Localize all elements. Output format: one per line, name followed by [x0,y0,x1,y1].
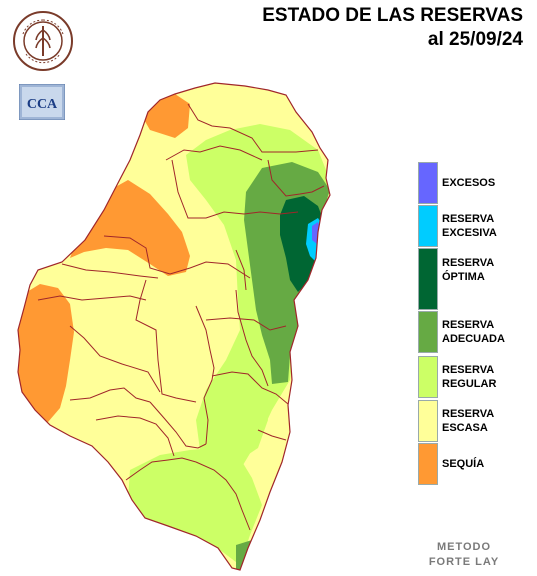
legend-label-reserva-regular: RESERVA REGULAR [442,364,497,390]
legend-swatch-excesos [418,162,438,204]
legend-item-reserva-optima: RESERVA ÓPTIMA [418,248,533,310]
legend-label-sequia: SEQUÍA [442,458,485,470]
department-boundaries [17,82,331,571]
region-reserva-regular-center [214,382,268,460]
legend-label-reserva-adecuada: RESERVA ADECUADA [442,319,505,345]
legend-item-reserva-adecuada: RESERVA ADECUADA [418,311,533,353]
legend-label-reserva-optima: RESERVA ÓPTIMA [442,257,495,283]
bolsa-de-cereales-seal-icon [13,11,73,71]
legend-swatch-reserva-adecuada [418,311,438,353]
legend-item-reserva-excesiva: RESERVA EXCESIVA [418,205,533,247]
cca-logo-text: CCA [27,97,58,112]
map-title: ESTADO DE LAS RESERVAS al 25/09/24 [262,4,523,52]
legend-item-reserva-regular: RESERVA REGULAR [418,356,533,398]
legend-item-sequia: SEQUÍA [418,443,533,485]
legend-item-reserva-escasa: RESERVA ESCASA [418,400,533,442]
legend-swatch-reserva-excesiva [418,205,438,247]
map-title-line1: ESTADO DE LAS RESERVAS [262,5,523,26]
legend-swatch-sequia [418,443,438,485]
map-date: al 25/09/24 [427,29,523,50]
region-reserva-regular-south [128,448,262,565]
legend-swatch-reserva-regular [418,356,438,398]
method-label: METODO FORTE LAY [428,541,500,568]
legend-swatch-reserva-escasa [418,400,438,442]
legend-label-excesos: EXCESOS [442,177,496,189]
legend-label-reserva-excesiva: RESERVA EXCESIVA [442,213,497,239]
legend-item-excesos: EXCESOS [418,162,533,204]
legend-label-reserva-escasa: RESERVA ESCASA [442,408,495,434]
region-sequia-west [18,284,74,422]
cca-logo-icon: CCA [19,84,65,120]
legend-swatch-reserva-optima [418,248,438,310]
